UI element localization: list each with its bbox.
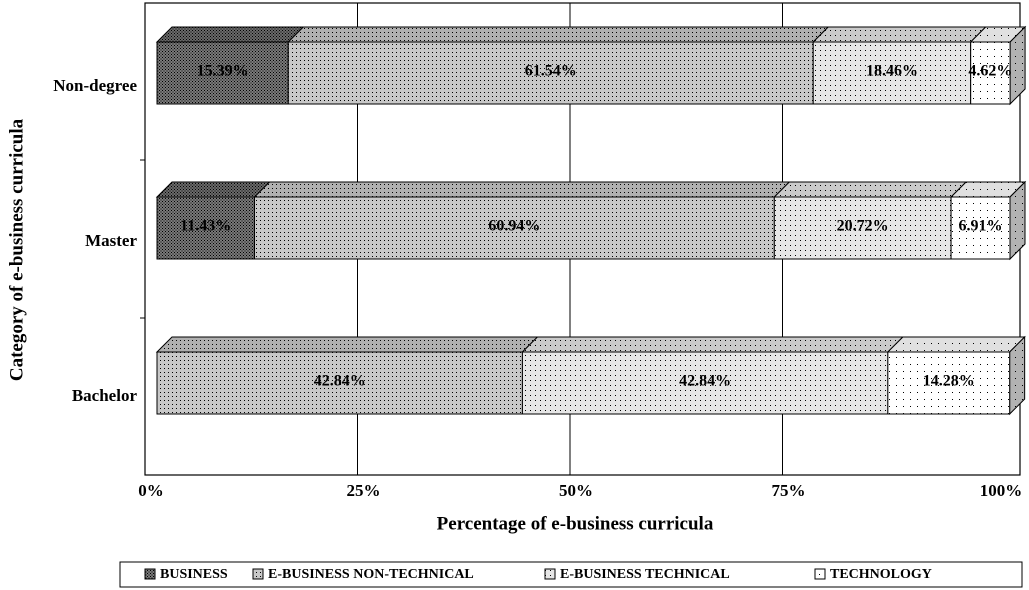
value-label: 42.84% (679, 373, 731, 390)
value-label: 60.94% (488, 218, 540, 235)
x-tick-label: 0% (138, 481, 164, 500)
bar (812, 41, 972, 105)
bar-top (812, 26, 987, 43)
value-label: 11.43% (180, 218, 231, 235)
y-axis-title: Category of e-business curricula (6, 118, 27, 381)
bar-top (886, 336, 1026, 353)
legend-swatch (252, 568, 264, 580)
value-label: 61.54% (525, 63, 577, 80)
x-tick-label: 100% (980, 481, 1023, 500)
value-label: 42.84% (314, 373, 366, 390)
x-tick-label: 25% (347, 481, 381, 500)
legend-label: E-BUSINESS TECHNICAL (560, 567, 730, 582)
y-tick-label: Bachelor (72, 386, 138, 405)
y-tick-label: Master (85, 231, 137, 250)
legend-swatch (544, 568, 556, 580)
bar-top (155, 181, 271, 198)
bar (970, 41, 1011, 105)
bar-top (253, 181, 791, 198)
bar-top (521, 336, 905, 353)
value-label: 6.91% (959, 218, 1003, 235)
value-label: 4.62% (968, 63, 1012, 80)
x-tick-label: 75% (772, 481, 806, 500)
bar (773, 196, 952, 260)
bar (287, 41, 814, 105)
legend-swatch (144, 568, 156, 580)
legend-label: BUSINESS (160, 567, 228, 582)
x-tick-label: 50% (559, 481, 593, 500)
bar (887, 351, 1011, 415)
bar-top (773, 181, 968, 198)
legend-box (119, 561, 1023, 588)
bar (521, 351, 889, 415)
y-tick-label: Non-degree (53, 76, 137, 95)
legend-label: E-BUSINESS NON-TECHNICAL (268, 567, 474, 582)
value-label: 20.72% (837, 218, 889, 235)
bar (950, 196, 1011, 260)
legend-label: TECHNOLOGY (830, 567, 932, 582)
x-axis-title: Percentage of e-business curricula (437, 513, 714, 534)
bar (156, 196, 255, 260)
bar-top (287, 26, 830, 43)
value-label: 18.46% (866, 63, 918, 80)
value-label: 14.28% (923, 373, 975, 390)
bar-top (155, 26, 305, 43)
value-label: 15.39% (197, 63, 249, 80)
bar-top (155, 336, 539, 353)
bar (156, 41, 289, 105)
legend-swatch (814, 568, 826, 580)
